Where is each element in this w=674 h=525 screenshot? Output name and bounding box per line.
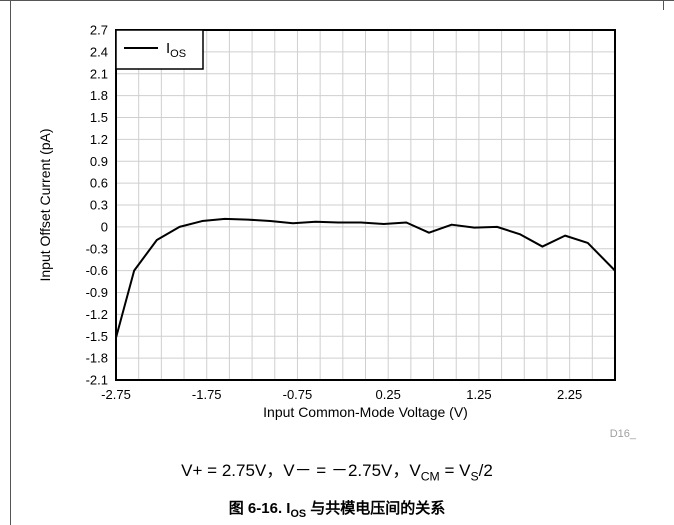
conditions-tail: /2: [478, 461, 493, 480]
frame-left-border: [10, 0, 11, 525]
x-tick-label: -2.75: [101, 387, 131, 402]
y-tick-label: 2.1: [90, 66, 108, 81]
y-tick-label: 0.9: [90, 154, 108, 169]
y-tick-label: -0.9: [86, 285, 108, 300]
conditions-eq: = V: [439, 461, 471, 480]
y-tick-label: 1.8: [90, 88, 108, 103]
figure-id-watermark: D16_: [610, 428, 637, 440]
caption-sub: OS: [290, 508, 307, 520]
frame-top-border: [0, 0, 674, 11]
y-tick-label: -0.3: [86, 241, 108, 256]
y-axis-label: Input Offset Current (pA): [37, 128, 53, 281]
y-tick-label: -1.5: [86, 329, 108, 344]
line-chart: 2.7 2.4 2.1 1.8 1.5 1.2 0.9 0.6 0.3 0 -0.3 -0.6 -0.9…: [37, 23, 637, 441]
conditions-vs-sub: S: [470, 469, 479, 484]
y-tick-label: 0: [101, 219, 108, 234]
y-tick-label: -1.8: [86, 351, 108, 366]
y-tick-label: -1.2: [86, 307, 108, 322]
y-tick-label: 1.2: [90, 132, 108, 147]
series-line-ios: [115, 217, 616, 338]
x-tick-label: -1.75: [192, 387, 222, 402]
y-tick-label: 2.7: [90, 23, 108, 38]
y-tick-label: 0.6: [90, 176, 108, 191]
y-tick-label: 0.3: [90, 198, 108, 213]
x-tick-label: 2.25: [557, 387, 582, 402]
y-tick-label: -2.1: [86, 373, 108, 388]
conditions-main: V+ = 2.75V，V－ = －2.75V，V: [181, 461, 421, 480]
conditions-vcm-sub: CM: [420, 469, 440, 484]
legend-label-sub: OS: [170, 48, 186, 60]
test-conditions: V+ = 2.75V，V－ = －2.75V，VCM = VS/2: [0, 456, 674, 483]
caption-suffix: 与共模电压间的关系: [306, 500, 446, 517]
legend-box: [115, 29, 204, 70]
figure-caption: 图 6-16. IOS 与共模电压间的关系: [0, 497, 674, 520]
y-tick-label: -0.6: [86, 263, 108, 278]
plot-frame: [115, 29, 616, 381]
y-tick-label: 1.5: [90, 110, 108, 125]
frame-right-border: [663, 0, 664, 10]
x-tick-label: 0.25: [376, 387, 401, 402]
caption-prefix: 图 6-16. I: [228, 500, 291, 517]
x-tick-label: 1.25: [466, 387, 491, 402]
y-tick-label: 2.4: [90, 44, 108, 59]
x-axis-label: Input Common-Mode Voltage (V): [263, 404, 468, 420]
x-tick-label: -0.75: [283, 387, 313, 402]
